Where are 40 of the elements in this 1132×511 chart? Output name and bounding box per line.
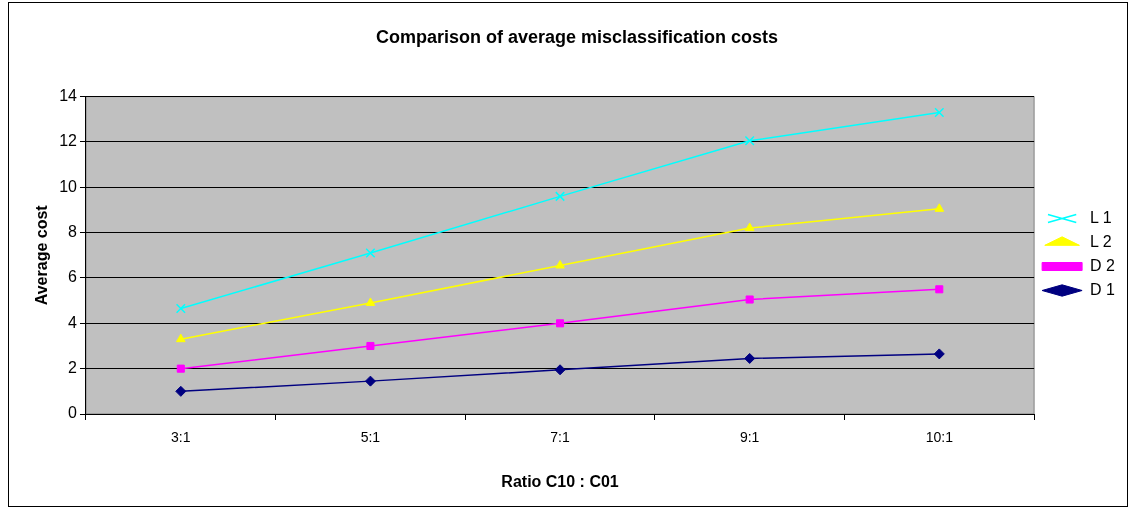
y-axis-title: Average cost [33, 204, 51, 306]
y-tick-label: 6 [68, 268, 78, 286]
legend-label: L 2 [1090, 232, 1112, 250]
point [744, 135, 755, 146]
point [935, 285, 944, 294]
point [554, 364, 566, 376]
point [366, 341, 375, 351]
point [555, 260, 565, 269]
point [556, 319, 565, 328]
x-tick-label: 3:1 [171, 429, 191, 446]
point [365, 248, 376, 259]
point [555, 191, 566, 202]
x-tick-label: 5:1 [360, 429, 381, 446]
y-tick-label: 4 [68, 313, 78, 331]
legend-label: D 1 [1090, 280, 1116, 298]
point [744, 352, 756, 364]
y-tick-label: 2 [68, 359, 78, 377]
y-tick-label: 10 [59, 177, 78, 195]
x-tick-label: 10:1 [925, 429, 954, 446]
y-tick-label: 12 [59, 132, 78, 150]
x-axis-title: Ratio C10 : C01 [501, 472, 619, 490]
legend-label: D 2 [1090, 256, 1116, 274]
point [364, 375, 376, 387]
legend-label: L 1 [1090, 208, 1112, 226]
x-tick-label: 7:1 [550, 429, 570, 446]
point [365, 297, 376, 306]
point [175, 385, 187, 397]
point [175, 303, 186, 314]
x-tick-label: 9:1 [739, 429, 760, 446]
point [745, 295, 754, 304]
point [176, 364, 185, 373]
y-tick-label: 14 [59, 87, 78, 105]
point [175, 333, 186, 343]
point [933, 348, 945, 360]
chart-title: Comparison of average misclassification costs [375, 26, 779, 47]
point [934, 107, 945, 118]
point [744, 222, 755, 232]
point [934, 203, 945, 212]
y-tick-label: 8 [68, 223, 78, 241]
y-tick-label: 0 [68, 404, 78, 422]
